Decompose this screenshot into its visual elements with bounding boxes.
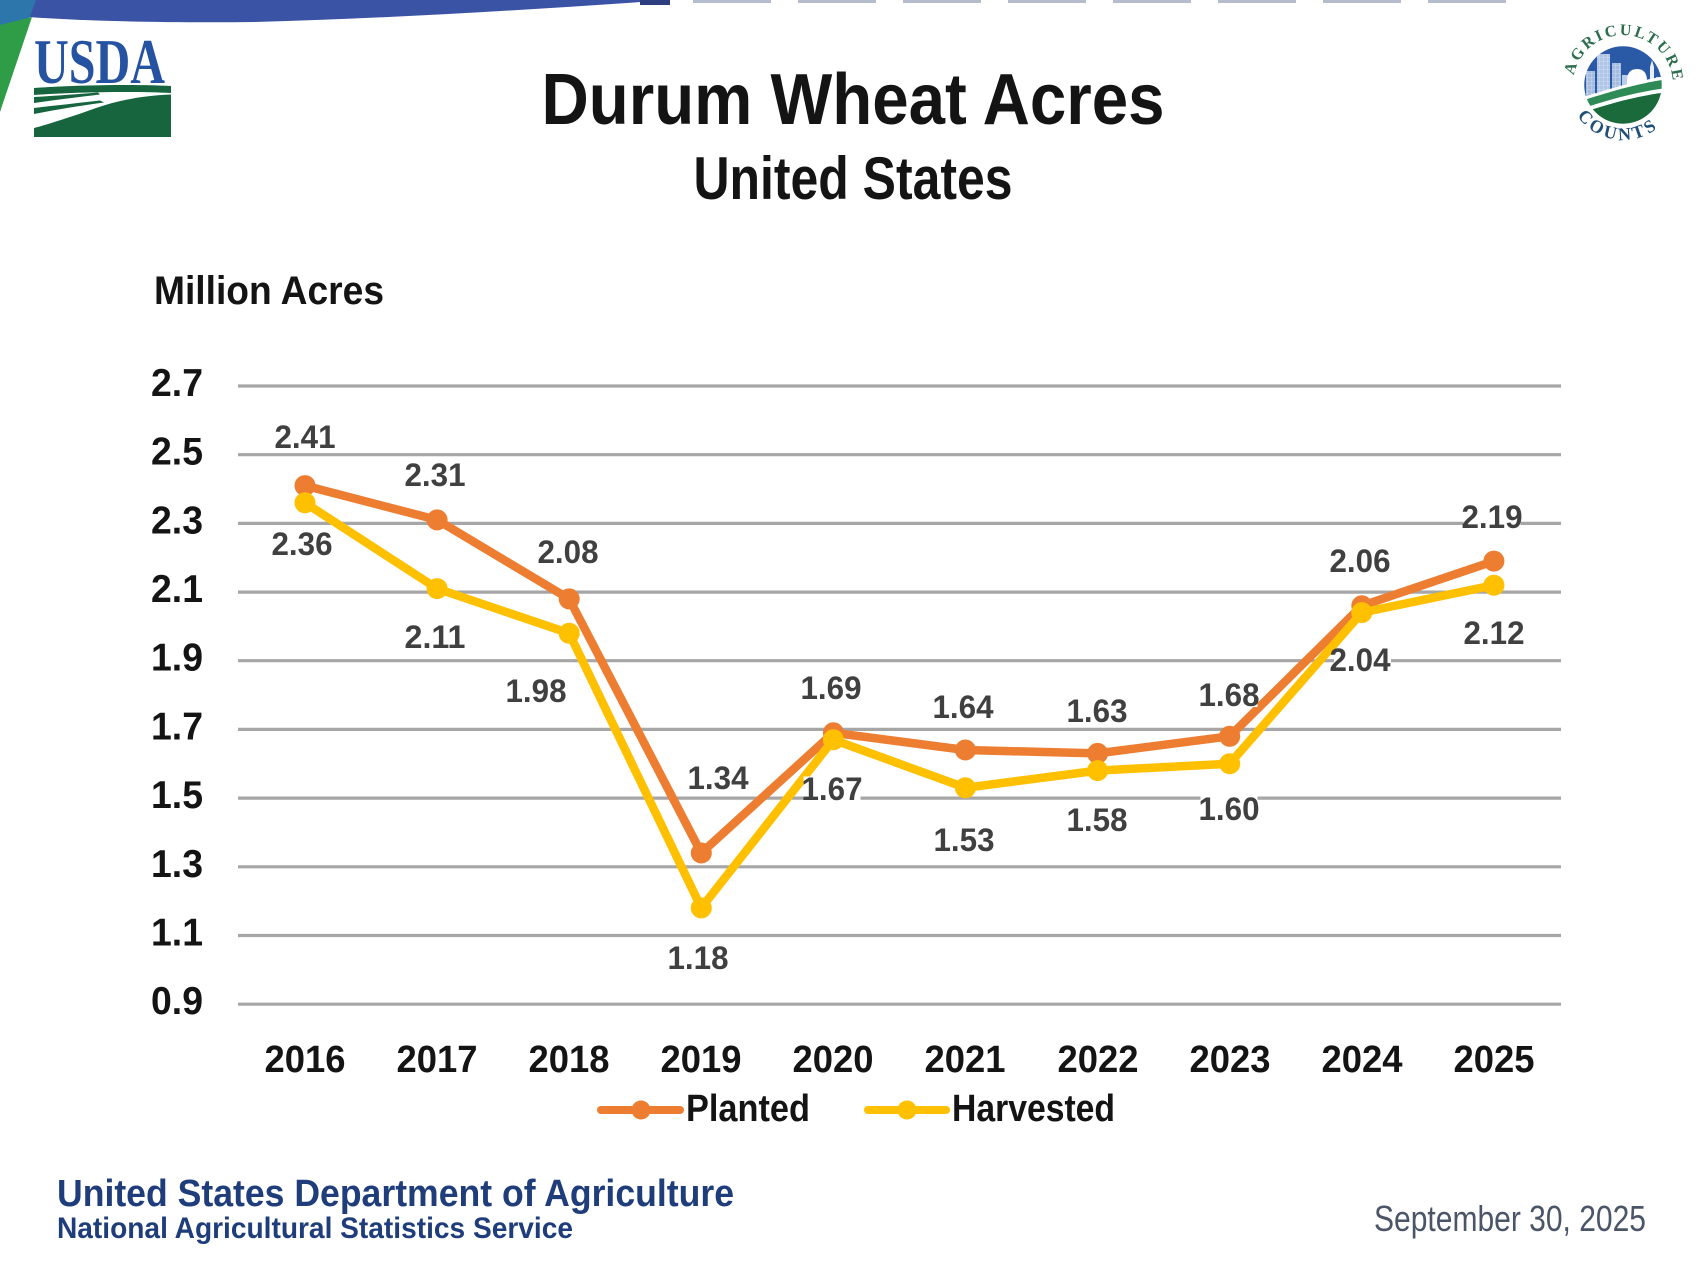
svg-text:Planted: Planted (686, 1088, 810, 1130)
svg-text:2024: 2024 (1322, 1039, 1403, 1081)
svg-text:2018: 2018 (529, 1039, 610, 1081)
svg-text:1.67: 1.67 (802, 771, 863, 807)
svg-text:1.1: 1.1 (151, 912, 203, 955)
svg-text:1.53: 1.53 (934, 822, 995, 858)
svg-text:2.41: 2.41 (275, 419, 336, 455)
svg-text:2021: 2021 (925, 1039, 1006, 1081)
svg-text:1.60: 1.60 (1199, 791, 1260, 827)
svg-text:Harvested: Harvested (952, 1088, 1115, 1130)
svg-text:1.98: 1.98 (506, 673, 567, 709)
svg-text:2.12: 2.12 (1464, 615, 1525, 651)
svg-text:1.69: 1.69 (801, 670, 862, 706)
svg-text:2.36: 2.36 (272, 526, 333, 562)
svg-text:2.31: 2.31 (405, 457, 466, 493)
svg-text:2023: 2023 (1190, 1039, 1271, 1081)
svg-text:1.5: 1.5 (151, 774, 203, 817)
svg-text:1.58: 1.58 (1067, 802, 1128, 838)
svg-text:United States Department of Ag: United States Department of Agriculture (57, 1173, 734, 1215)
svg-text:1.7: 1.7 (151, 705, 203, 748)
svg-text:2.7: 2.7 (151, 362, 203, 405)
svg-text:2.3: 2.3 (151, 499, 203, 542)
svg-text:2025: 2025 (1454, 1039, 1535, 1081)
svg-text:1.64: 1.64 (933, 689, 994, 725)
svg-text:National Agricultural Statisti: National Agricultural Statistics Service (57, 1212, 573, 1245)
svg-text:1.68: 1.68 (1199, 677, 1260, 713)
svg-text:1.63: 1.63 (1067, 693, 1128, 729)
svg-text:Durum Wheat Acres: Durum Wheat Acres (542, 60, 1165, 140)
svg-text:1.3: 1.3 (151, 843, 203, 886)
svg-text:2.06: 2.06 (1330, 543, 1391, 579)
svg-text:2.5: 2.5 (151, 431, 203, 474)
svg-text:2017: 2017 (397, 1039, 478, 1081)
svg-text:2.04: 2.04 (1330, 642, 1391, 678)
svg-text:September 30, 2025: September 30, 2025 (1374, 1198, 1646, 1239)
svg-text:1.9: 1.9 (151, 637, 203, 680)
svg-text:Million Acres: Million Acres (154, 269, 384, 313)
svg-text:2.11: 2.11 (405, 619, 466, 655)
svg-text:2016: 2016 (265, 1039, 346, 1081)
svg-text:2.19: 2.19 (1462, 499, 1523, 535)
svg-text:2020: 2020 (793, 1039, 874, 1081)
svg-text:0.9: 0.9 (151, 980, 203, 1023)
svg-text:1.34: 1.34 (688, 760, 749, 796)
svg-text:2.08: 2.08 (538, 534, 599, 570)
svg-text:1.18: 1.18 (668, 940, 729, 976)
svg-text:2022: 2022 (1058, 1039, 1139, 1081)
svg-text:2.1: 2.1 (151, 568, 203, 611)
svg-text:2019: 2019 (661, 1039, 742, 1081)
svg-text:United States: United States (694, 145, 1013, 212)
